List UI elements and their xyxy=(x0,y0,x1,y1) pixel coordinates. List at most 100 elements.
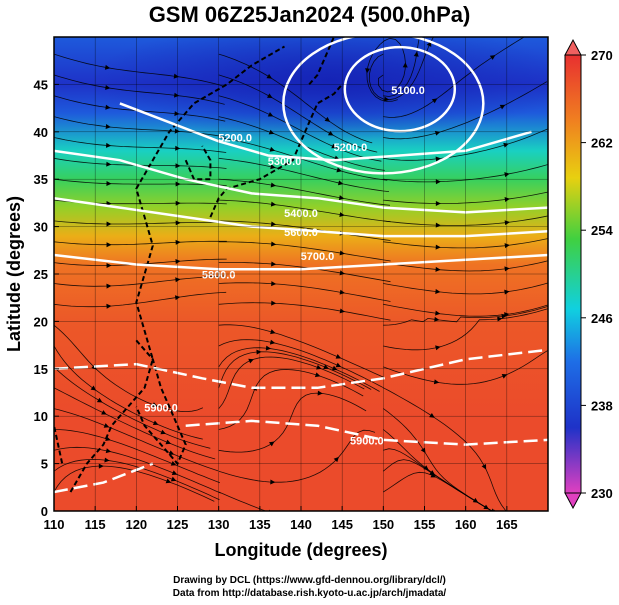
wind-arrow xyxy=(333,456,339,463)
streamline xyxy=(218,220,391,241)
wind-arrow xyxy=(106,161,112,167)
wind-arrow xyxy=(435,244,441,250)
wind-arrow xyxy=(365,68,371,74)
x-tick-label: 115 xyxy=(85,517,106,532)
cold-low-region xyxy=(90,37,548,140)
wind-arrow xyxy=(504,220,510,226)
wind-arrow xyxy=(160,429,166,435)
height-contour xyxy=(54,149,548,214)
colorbar-label: 238 xyxy=(591,398,613,413)
streamline xyxy=(54,387,216,460)
contour-label: 5200.0 xyxy=(218,132,252,144)
x-tick-label: 160 xyxy=(455,517,477,532)
wind-arrow xyxy=(331,143,337,149)
streamline xyxy=(218,178,391,206)
wind-arrow xyxy=(175,163,181,169)
wind-arrow xyxy=(336,167,342,173)
contour-label: 5900.0 xyxy=(144,402,178,414)
streamline xyxy=(383,238,548,249)
colorbar-top-triangle xyxy=(564,38,582,56)
grid-lines xyxy=(54,37,548,511)
x-tick-label: 165 xyxy=(496,517,518,532)
colorbar-label: 262 xyxy=(591,136,613,151)
streamline xyxy=(218,282,391,302)
streamline xyxy=(383,308,548,351)
contour-label: 5700.0 xyxy=(301,251,335,263)
streamline xyxy=(54,324,204,413)
colorbar-bar xyxy=(564,54,582,494)
wind-arrow xyxy=(175,220,181,226)
wind-arrow xyxy=(268,441,275,447)
streamline xyxy=(218,302,391,321)
wind-arrow xyxy=(413,51,419,57)
streamline xyxy=(54,345,203,440)
wind-arrow xyxy=(175,181,181,187)
wind-arrow xyxy=(106,242,112,248)
streamline xyxy=(218,53,373,144)
wind-arrow xyxy=(431,98,438,104)
streamline xyxy=(383,408,493,511)
wind-arrow xyxy=(481,463,487,470)
wind-arrow xyxy=(266,73,273,79)
wind-arrow xyxy=(165,478,172,484)
wind-arrow xyxy=(267,93,273,98)
x-tick-label: 130 xyxy=(208,517,230,532)
plot-area: 5100.05200.05200.05300.05400.05600.05700… xyxy=(54,0,548,511)
weather-chart: 5100.05200.05200.05300.05400.05600.05700… xyxy=(4,0,613,560)
wind-arrow xyxy=(457,0,463,4)
wind-arrow xyxy=(106,303,112,309)
wind-arrow xyxy=(323,364,329,370)
streamline xyxy=(383,191,548,205)
wind-arrow xyxy=(248,358,254,364)
streamline xyxy=(54,220,227,225)
colorbar-bottom-triangle xyxy=(564,492,582,510)
streamline xyxy=(383,349,548,385)
streamline xyxy=(54,137,227,153)
wind-arrow xyxy=(96,397,103,403)
wind-arrow xyxy=(270,329,276,335)
contour-label: 5300.0 xyxy=(268,156,302,168)
streamline xyxy=(54,53,225,87)
y-tick-label: 0 xyxy=(41,504,48,519)
wind-arrow xyxy=(101,410,107,415)
streamline xyxy=(54,446,221,494)
height-contour-dashed xyxy=(185,419,548,446)
wind-arrow xyxy=(98,463,104,469)
wind-arrow xyxy=(435,266,441,272)
y-tick-label: 15 xyxy=(34,362,48,377)
coastline xyxy=(54,37,343,493)
wind-arrow xyxy=(270,479,276,485)
y-tick-label: 35 xyxy=(34,172,48,187)
wind-arrow xyxy=(504,196,510,202)
streamline xyxy=(54,178,227,186)
wind-arrow xyxy=(265,345,272,351)
wind-arrow xyxy=(105,142,112,148)
coastline-segment xyxy=(308,37,335,86)
wind-arrow xyxy=(106,221,112,227)
chart-title: GSM 06Z25Jan2024 (500.0hPa) xyxy=(148,2,471,27)
wind-arrow xyxy=(402,62,408,68)
streamline xyxy=(383,37,525,118)
wind-arrow xyxy=(269,339,276,345)
streamline xyxy=(383,305,548,326)
streamline xyxy=(54,275,227,287)
wind-arrow xyxy=(175,200,181,206)
x-tick-label: 155 xyxy=(414,517,436,532)
streamline xyxy=(54,291,227,308)
streamline xyxy=(218,74,378,153)
wind-arrow xyxy=(501,373,508,379)
y-tick-label: 40 xyxy=(34,125,48,140)
streamline xyxy=(54,429,221,484)
y-axis-ticks: 0 5 10 15 20 25 30 35 40 45 xyxy=(34,77,59,519)
wind-arrow xyxy=(435,179,441,185)
wind-arrow xyxy=(435,289,441,294)
contour-label: 5900.0 xyxy=(350,436,384,448)
wind-arrow xyxy=(256,349,262,355)
streamline xyxy=(218,241,391,262)
wind-arrow xyxy=(430,472,437,478)
streamline xyxy=(218,356,365,409)
low-contour-inner xyxy=(343,45,457,133)
wind-arrow xyxy=(324,116,331,122)
wind-arrow xyxy=(270,201,277,207)
wind-arrow xyxy=(171,470,178,476)
